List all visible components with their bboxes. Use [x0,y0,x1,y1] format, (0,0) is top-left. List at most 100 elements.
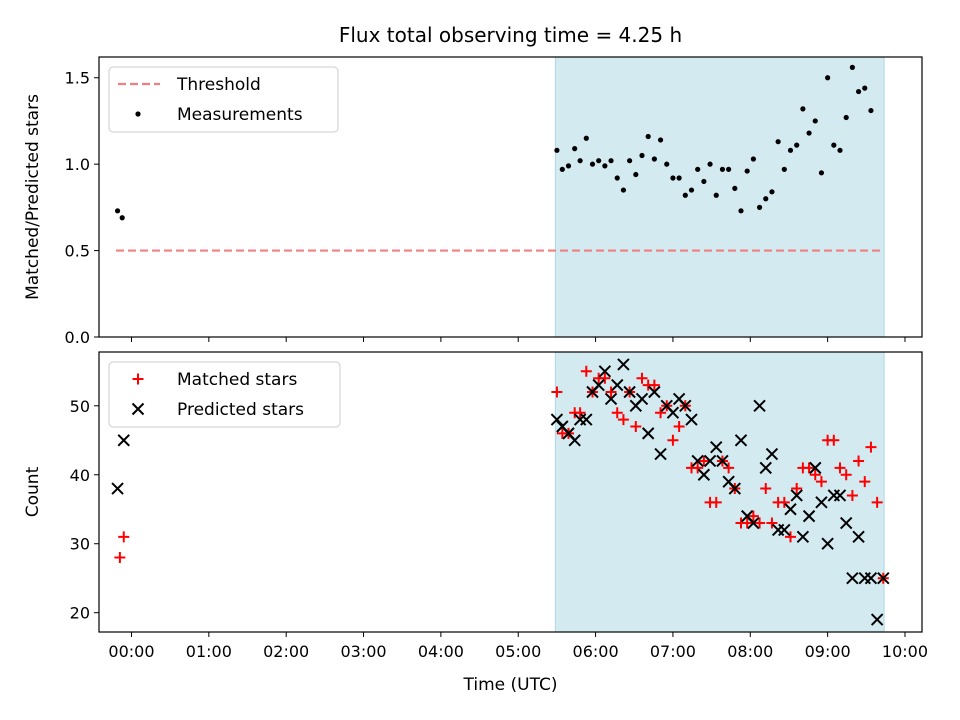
predicted-star-point [703,454,717,468]
predicted-star-point [641,427,655,440]
matched-star-point [859,476,871,488]
predicted-star-point [877,571,890,585]
predicted-star-point [623,385,636,399]
y-tick-label: 20 [70,604,90,623]
matched-star-point [809,469,821,481]
x-tick-label: 09:00 [805,642,851,661]
predicted-star-point [796,530,810,544]
predicted-star-point [691,454,704,468]
legend-label: Measurements [177,105,303,125]
matched-star-point [815,476,827,488]
predicted-star-point [852,530,865,544]
predicted-star-point [679,399,692,413]
matched-star-point [698,455,710,467]
predicted-star-point [580,413,593,426]
chart-title: Flux total observing time = 4.25 h [339,23,682,47]
measurement-point [806,130,812,136]
measurement-point [719,166,726,172]
y-tick-label: 40 [70,466,90,485]
matched-star-point [118,531,130,543]
matched-star-point [710,496,722,508]
legend-matched-swatch [132,373,144,385]
y-axis-label: Count [23,466,43,517]
measurement-point [688,187,695,193]
matched-star-point [853,455,865,467]
matched-star-point [648,379,660,391]
matched-star-point [865,441,877,453]
predicted-star-point [790,489,803,502]
legend-box [108,66,339,133]
matched-star-point [766,517,778,529]
matched-star-point [636,372,648,384]
measurement-point [645,133,651,140]
matched-star-point [673,420,685,432]
x-tick-label: 06:00 [573,642,619,661]
y-axis-label: Matched/Predicted stars [23,94,43,300]
legend-measurement-swatch [135,111,141,117]
matched-star-point [617,414,629,426]
measurement-point [781,166,787,172]
predicted-star-point [685,413,698,426]
predicted-star-point [598,365,612,378]
y-tick-label: 0.5 [65,242,90,261]
matched-star-point [655,407,667,419]
measurement-point [670,175,676,181]
measurement-point [589,161,596,167]
measurement-point [602,163,608,169]
measurement-point [620,187,627,193]
matched-star-point [760,483,772,495]
axes-frame [98,56,923,338]
predicted-star-point [710,440,723,454]
count-panel: 20 30 40 50 00:00 01:00 02:00 03:00 04:00 05:00 06… [23,351,928,695]
predicted-star-point [648,385,661,399]
measurement-point [800,106,806,112]
measurement-point [769,189,775,195]
legend-label: Matched stars [177,370,297,390]
predicted-star-point [765,447,779,461]
matched-star-point [754,517,766,529]
legend-predicted-swatch [131,402,145,416]
x-tick-label: 07:00 [650,642,696,661]
measurement-point [794,142,800,148]
matched-star-point [630,420,642,432]
measurement-point [577,158,583,164]
predicted-star-point [716,454,729,468]
measurement-point [825,75,831,81]
y-tick-label: 1.0 [65,155,90,174]
matched-star-point [791,483,803,495]
measurement-point [763,196,769,202]
x-tick-label: 01:00 [186,642,232,661]
predicted-star-point [784,503,797,516]
predicted-star-point [592,378,605,392]
measurement-point [713,192,719,198]
measurement-point [707,161,713,167]
predicted-star-point [833,489,847,502]
measurement-point [750,156,756,162]
matched-star-point [692,462,704,474]
measurement-point [657,137,664,143]
matched-star-point [747,510,759,522]
legend-box [108,361,341,428]
measurement-point [565,163,572,169]
x-axis-label: Time (UTC) [463,675,558,695]
predicted-star-point [778,523,791,537]
legend: Threshold Measurements [108,66,339,133]
matched-star-point [778,496,790,508]
predicted-star-point [117,434,130,447]
y-tick-label: 30 [70,535,90,554]
measurement-point [868,107,874,114]
predicted-star-point [753,399,766,413]
predicted-star-point [617,358,630,371]
measurement-point [738,208,744,214]
measurement-point [639,152,645,159]
x-tick-label: 08:00 [727,642,773,661]
predicted-star-point [654,447,667,461]
measurement-point [119,215,125,221]
measurement-point [818,170,825,176]
x-tick-label: 10:00 [882,642,928,661]
measurement-point [812,118,818,124]
predicted-star-point [815,496,828,509]
predicted-star-point [666,406,680,419]
measurement-point [695,166,701,172]
measurement-point [862,85,868,91]
